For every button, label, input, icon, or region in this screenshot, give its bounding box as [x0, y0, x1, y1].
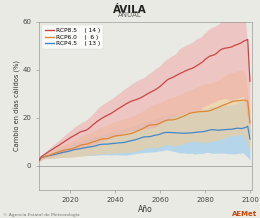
- Text: © Agencia Estatal de Meteorología: © Agencia Estatal de Meteorología: [3, 213, 79, 217]
- Y-axis label: Cambio en días cálidos (%): Cambio en días cálidos (%): [14, 60, 21, 151]
- Text: ANUAL: ANUAL: [118, 12, 142, 18]
- Legend: RCP8.5    ( 14 ), RCP6.0    (  6 ), RCP4.5    ( 13 ): RCP8.5 ( 14 ), RCP6.0 ( 6 ), RCP4.5 ( 13…: [42, 25, 103, 49]
- X-axis label: Año: Año: [138, 205, 153, 214]
- Text: ÁVILA: ÁVILA: [113, 5, 147, 15]
- Text: AEMet: AEMet: [232, 211, 257, 217]
